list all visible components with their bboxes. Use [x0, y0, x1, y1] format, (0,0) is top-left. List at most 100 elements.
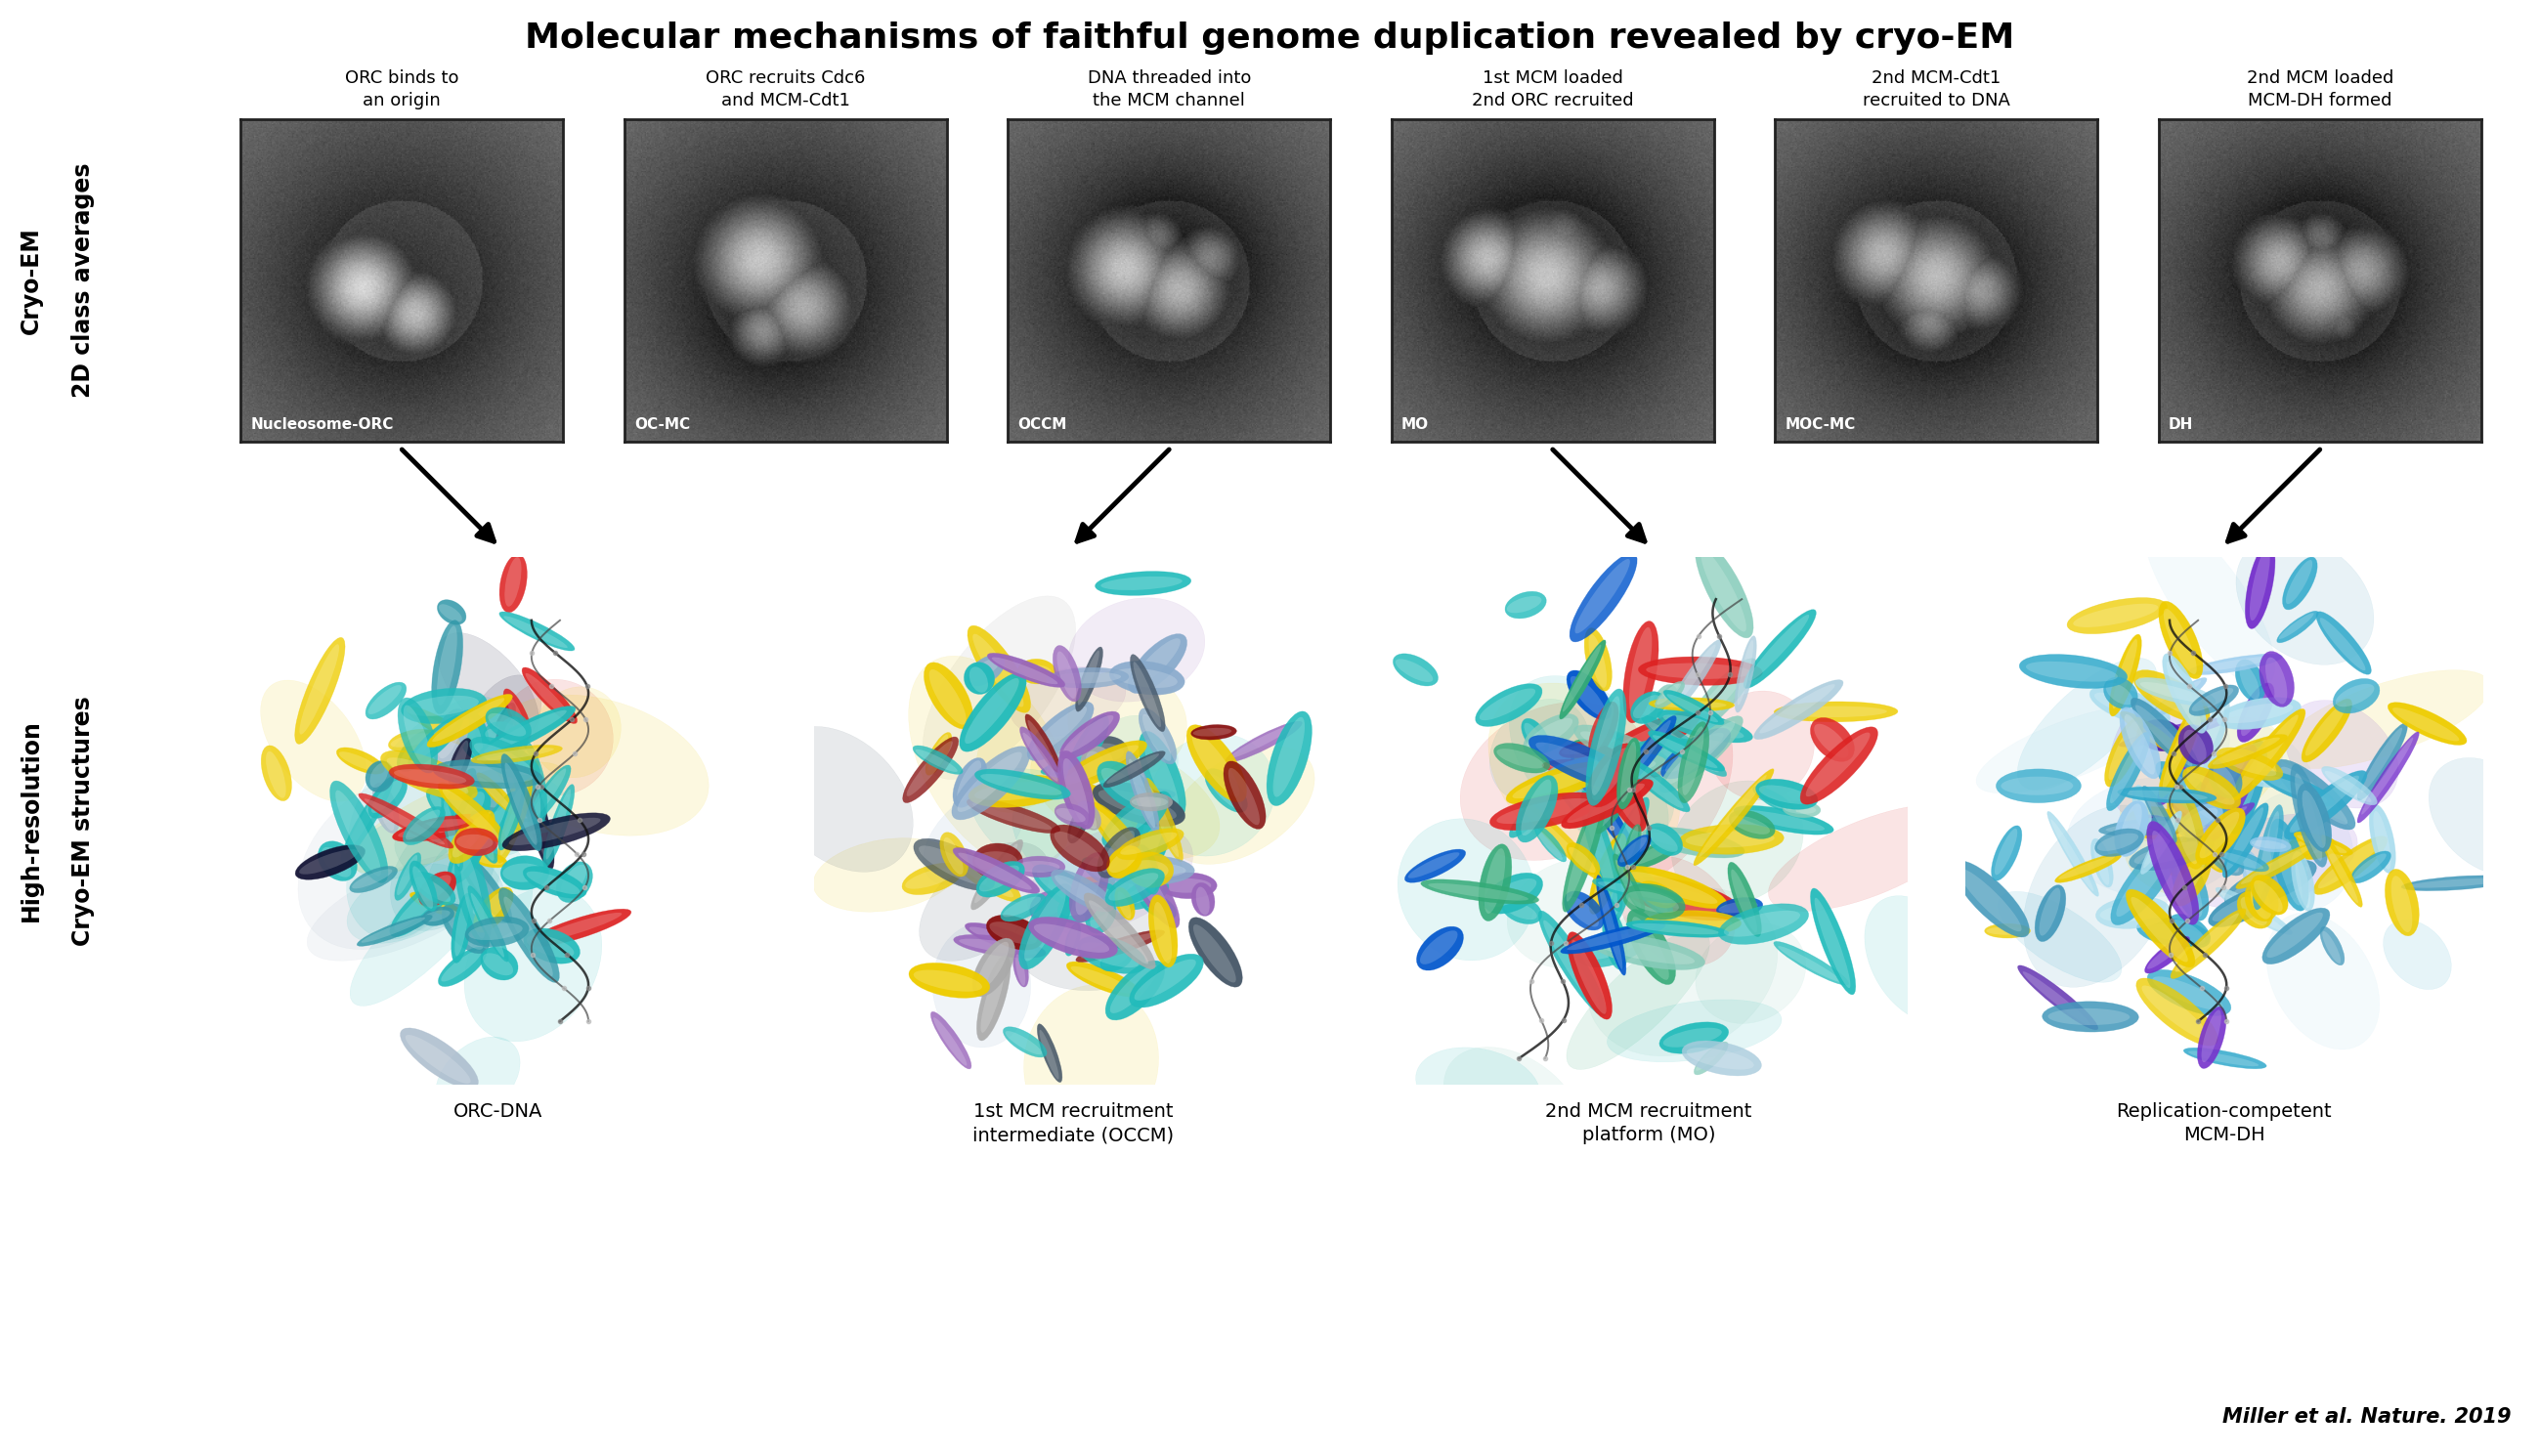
Ellipse shape: [1118, 828, 1184, 859]
Ellipse shape: [518, 745, 541, 821]
Ellipse shape: [1102, 794, 1168, 849]
Ellipse shape: [335, 747, 384, 775]
Ellipse shape: [1443, 1047, 1582, 1169]
Ellipse shape: [1669, 645, 1715, 709]
Ellipse shape: [1755, 779, 1819, 810]
Ellipse shape: [330, 780, 389, 882]
Ellipse shape: [437, 782, 505, 843]
Ellipse shape: [1080, 747, 1113, 780]
Ellipse shape: [2118, 718, 2228, 747]
Ellipse shape: [478, 706, 577, 759]
Ellipse shape: [1593, 839, 1621, 907]
Ellipse shape: [2189, 705, 2225, 782]
Ellipse shape: [399, 732, 432, 766]
Ellipse shape: [361, 917, 424, 942]
Ellipse shape: [2263, 776, 2327, 802]
Ellipse shape: [2136, 677, 2215, 706]
Ellipse shape: [2220, 893, 2286, 932]
Ellipse shape: [1148, 895, 1179, 967]
Ellipse shape: [1621, 716, 1676, 788]
Ellipse shape: [1544, 753, 1666, 786]
Ellipse shape: [2144, 936, 2189, 974]
Ellipse shape: [1034, 923, 1110, 952]
Ellipse shape: [1189, 917, 1242, 987]
Ellipse shape: [391, 814, 485, 842]
Ellipse shape: [1631, 872, 1717, 904]
Ellipse shape: [409, 893, 465, 917]
Ellipse shape: [2019, 654, 2129, 689]
Text: 1st MCM loaded
2nd ORC recruited: 1st MCM loaded 2nd ORC recruited: [1471, 70, 1633, 109]
Ellipse shape: [2286, 700, 2398, 808]
Ellipse shape: [2129, 814, 2177, 833]
Ellipse shape: [1420, 930, 1458, 964]
Ellipse shape: [1013, 856, 1064, 878]
Ellipse shape: [1069, 715, 1110, 776]
Ellipse shape: [1608, 999, 1781, 1061]
Ellipse shape: [366, 761, 394, 792]
Ellipse shape: [950, 852, 1013, 897]
Ellipse shape: [902, 863, 963, 894]
Ellipse shape: [295, 844, 366, 879]
Ellipse shape: [503, 719, 521, 756]
Ellipse shape: [1229, 767, 1260, 826]
Ellipse shape: [1626, 891, 1679, 913]
Ellipse shape: [419, 815, 472, 831]
Ellipse shape: [2068, 778, 2245, 897]
Ellipse shape: [914, 839, 996, 891]
Ellipse shape: [1085, 862, 1123, 887]
Ellipse shape: [973, 843, 1024, 879]
Ellipse shape: [2017, 965, 2098, 1029]
Ellipse shape: [1191, 882, 1214, 916]
Ellipse shape: [1054, 875, 1107, 909]
Ellipse shape: [2390, 875, 2413, 932]
Ellipse shape: [437, 773, 472, 836]
Ellipse shape: [1509, 779, 1565, 837]
Ellipse shape: [2126, 890, 2195, 967]
Ellipse shape: [1013, 885, 1176, 990]
Ellipse shape: [1811, 718, 1854, 761]
Ellipse shape: [2238, 891, 2273, 929]
Ellipse shape: [2121, 716, 2283, 843]
Ellipse shape: [1648, 916, 1732, 930]
Ellipse shape: [1661, 728, 1730, 779]
Ellipse shape: [930, 1012, 970, 1069]
Ellipse shape: [932, 923, 1031, 1047]
Ellipse shape: [1748, 614, 1808, 681]
Ellipse shape: [394, 830, 503, 907]
Ellipse shape: [965, 678, 1019, 744]
Ellipse shape: [318, 842, 358, 881]
Ellipse shape: [2334, 678, 2380, 713]
Ellipse shape: [2238, 683, 2273, 743]
Ellipse shape: [1631, 884, 1730, 914]
Ellipse shape: [495, 716, 528, 761]
Ellipse shape: [2189, 1051, 2258, 1066]
Ellipse shape: [460, 775, 503, 811]
Ellipse shape: [2103, 677, 2139, 709]
Ellipse shape: [307, 853, 503, 961]
Ellipse shape: [2324, 770, 2372, 802]
Ellipse shape: [2296, 834, 2347, 853]
Ellipse shape: [2154, 680, 2202, 713]
Ellipse shape: [2301, 791, 2327, 847]
Ellipse shape: [1590, 833, 1626, 914]
Ellipse shape: [442, 903, 490, 954]
Ellipse shape: [368, 686, 401, 715]
Ellipse shape: [1067, 782, 1146, 842]
Ellipse shape: [1029, 721, 1057, 770]
Ellipse shape: [1090, 898, 1110, 929]
Ellipse shape: [1580, 731, 1669, 772]
Ellipse shape: [386, 757, 467, 795]
Ellipse shape: [1666, 695, 1717, 722]
Ellipse shape: [1570, 759, 1636, 856]
Ellipse shape: [488, 713, 526, 737]
Ellipse shape: [478, 748, 554, 760]
Ellipse shape: [503, 689, 531, 738]
Ellipse shape: [1077, 877, 1128, 910]
Ellipse shape: [2144, 792, 2172, 840]
Ellipse shape: [1664, 715, 1745, 738]
Ellipse shape: [922, 596, 1074, 779]
Ellipse shape: [2187, 700, 2230, 791]
Text: 2nd MCM loaded
MCM-DH formed: 2nd MCM loaded MCM-DH formed: [2245, 70, 2393, 109]
Ellipse shape: [411, 866, 432, 909]
Ellipse shape: [2217, 697, 2301, 729]
